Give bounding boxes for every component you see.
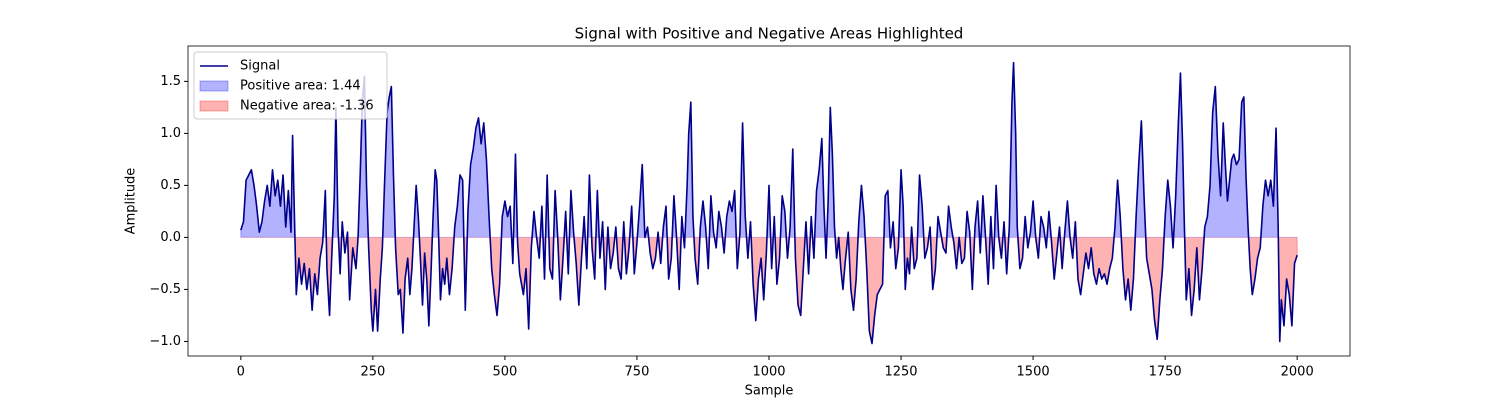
- y-tick-label: 0.5: [160, 178, 181, 193]
- x-tick-label: 1000: [752, 365, 785, 380]
- legend-swatch: [199, 80, 229, 92]
- legend-label: Signal: [240, 59, 280, 74]
- chart-title: Signal with Positive and Negative Areas …: [575, 25, 964, 43]
- x-tick-label: 1250: [884, 365, 917, 380]
- x-tick-label: 500: [492, 365, 517, 380]
- x-tick-label: 2000: [1281, 365, 1314, 380]
- legend-swatch: [199, 100, 229, 112]
- x-tick-label: 1750: [1149, 365, 1182, 380]
- legend-label: Positive area: 1.44: [240, 79, 361, 94]
- legend-label: Negative area: -1.36: [240, 99, 374, 114]
- y-tick-label: 1.0: [160, 126, 181, 141]
- legend-box: [193, 51, 388, 120]
- y-tick-label: −1.0: [149, 334, 181, 349]
- x-tick-label: 0: [237, 365, 245, 380]
- x-tick-label: 750: [625, 365, 650, 380]
- x-tick-label: 250: [360, 365, 385, 380]
- x-tick-label: 1500: [1017, 365, 1050, 380]
- signal-line: [240, 61, 1298, 345]
- y-tick-label: 1.5: [160, 74, 181, 89]
- y-tick-label: −0.5: [149, 282, 181, 297]
- y-axis-label: Amplitude: [124, 168, 139, 235]
- y-tick-label: 0.0: [160, 230, 181, 245]
- plot-frame: [187, 45, 1351, 357]
- x-axis-label: Sample: [745, 384, 794, 399]
